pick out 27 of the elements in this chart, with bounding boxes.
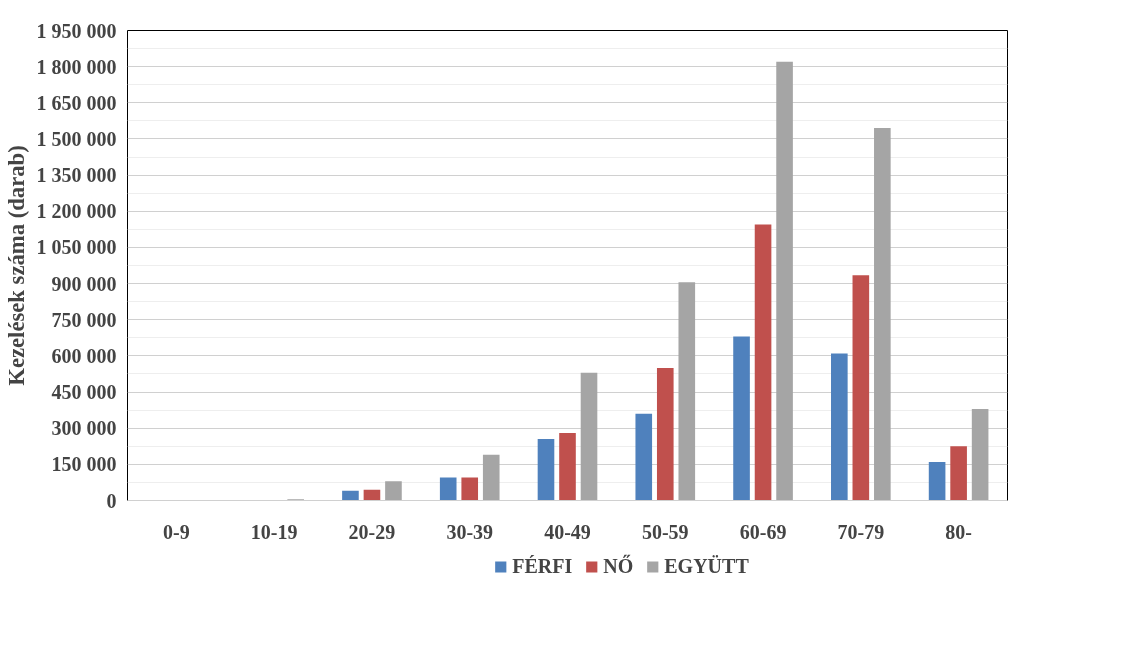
x-tick-label: 20-29 [348,520,396,543]
y-tick-label: 1 050 000 [36,236,117,259]
y-tick-label: 1 500 000 [36,127,117,150]
y-tick-label: 900 000 [51,272,117,295]
x-tick-label: 80- [945,520,972,543]
legend-label: EGYÜTT [664,554,749,578]
x-tick-label: 30-39 [446,520,494,543]
y-tick-label: 750 000 [51,308,117,331]
y-tick-label: 300 000 [51,417,117,440]
y-tick-label: 450 000 [51,381,117,404]
x-tick-label: 0-9 [163,520,190,543]
y-tick-label: 600 000 [51,344,117,367]
y-tick-label: 1 650 000 [36,91,117,114]
legend-label: FÉRFI [512,554,573,578]
y-tick-label: 1 200 000 [36,200,117,223]
y-tick-label: 150 000 [51,453,117,476]
y-tick-label: 1 800 000 [36,55,117,78]
y-axis-title: Kezelések száma (darab) [3,145,29,386]
y-tick-label: 1 350 000 [36,164,117,187]
legend-label: NŐ [603,554,634,578]
x-tick-label: 70-79 [837,520,885,543]
y-tick-label: 0 [106,489,117,512]
x-tick-label: 60-69 [739,520,787,543]
x-tick-label: 40-49 [544,520,591,543]
x-tick-label: 10-19 [250,520,298,543]
y-tick-label: 1 950 000 [36,19,117,42]
x-tick-label: 50-59 [641,520,689,543]
